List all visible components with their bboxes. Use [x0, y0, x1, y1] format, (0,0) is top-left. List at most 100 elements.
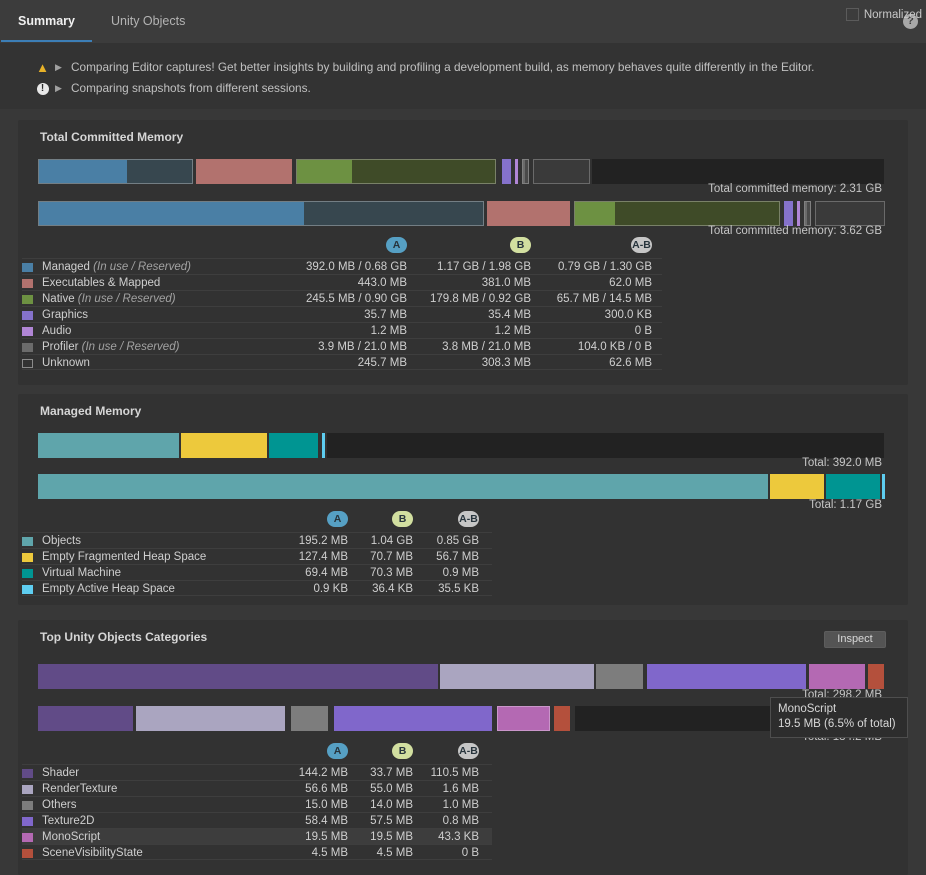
- warning-message: ▲ ▶ Comparing Editor captures! Get bette…: [36, 60, 814, 74]
- total-committed-a-segment-free[interactable]: [592, 159, 884, 184]
- top-unity-objects-b-segment-rendertexture[interactable]: [136, 706, 285, 731]
- table-row[interactable]: Empty Active Heap Space 0.9 KB 36.4 KB 35.5…: [22, 580, 492, 596]
- table-row[interactable]: SceneVisibilityState 4.5 MB 4.5 MB 0 B: [22, 844, 492, 860]
- managed-memory-b-segment-empty-active-heap-space[interactable]: [882, 474, 885, 499]
- total-committed-a-segment-unknown[interactable]: [533, 159, 590, 184]
- table-row[interactable]: Others 15.0 MB 14.0 MB 1.0 MB: [22, 796, 492, 812]
- total-committed-a-segment-executables-mapped[interactable]: [196, 159, 292, 184]
- managed-memory-a-segment-empty-active-heap-space[interactable]: [322, 433, 325, 458]
- tab-summary[interactable]: Summary: [0, 0, 93, 42]
- table-row[interactable]: RenderTexture 56.6 MB 55.0 MB 1.6 MB: [22, 780, 492, 796]
- top-unity-objects-a-segment-texture2d[interactable]: [647, 664, 806, 689]
- total-committed-b-segment-graphics[interactable]: [784, 201, 793, 226]
- tab-unity-objects-label: Unity Objects: [110, 14, 186, 28]
- total-committed-b-segment-profiler[interactable]: [804, 201, 811, 226]
- tab-unity-objects[interactable]: Unity Objects: [93, 0, 203, 42]
- legend-color-swatch: [22, 585, 33, 594]
- total-committed-b-segment-native[interactable]: [574, 201, 780, 226]
- warning-foldout-arrow[interactable]: ▶: [55, 61, 62, 72]
- top-unity-objects-b-segment-others[interactable]: [291, 706, 328, 731]
- total-committed-a-segment-profiler[interactable]: [522, 159, 529, 184]
- segment-inuse-fill: [291, 706, 328, 731]
- table-row[interactable]: Unknown 245.7 MB 308.3 MB 62.6 MB: [22, 354, 662, 370]
- cell-ab: 110.5 MB: [430, 767, 479, 779]
- top-unity-objects-b-segment-scenevisibilitystate[interactable]: [554, 706, 570, 731]
- table-row[interactable]: Profiler (In use / Reserved) 3.9 MB / 21.…: [22, 338, 662, 354]
- top-unity-objects-badge-ab[interactable]: A-B: [458, 743, 479, 759]
- total-committed-a-segment-graphics[interactable]: [502, 159, 511, 184]
- top-unity-objects-a-segment-monoscript[interactable]: [809, 664, 865, 689]
- top-unity-objects-badge-b[interactable]: B: [392, 743, 413, 759]
- managed-memory-a-segment-free[interactable]: [327, 433, 884, 458]
- table-row[interactable]: Executables & Mapped 443.0 MB 381.0 MB 62.0…: [22, 274, 662, 290]
- managed-memory-bar-a[interactable]: [0, 433, 926, 458]
- managed-memory-b-segment-empty-fragmented-heap-space[interactable]: [770, 474, 824, 499]
- managed-memory-badge-a[interactable]: A: [327, 511, 348, 527]
- top-unity-objects-b-segment-monoscript[interactable]: [497, 706, 550, 731]
- total-committed-bar-a[interactable]: [0, 159, 926, 184]
- total-committed-b-segment-audio[interactable]: [797, 201, 800, 226]
- cell-a: 3.9 MB / 21.0 MB: [318, 341, 407, 353]
- managed-memory-a-segment-objects[interactable]: [38, 433, 179, 458]
- cell-a: 58.4 MB: [305, 815, 348, 827]
- total-committed-a-segment-managed[interactable]: [38, 159, 193, 184]
- total-committed-badge-a[interactable]: A: [386, 237, 407, 253]
- cell-b: 1.04 GB: [370, 535, 413, 547]
- table-row[interactable]: Virtual Machine 69.4 MB 70.3 MB 0.9 MB: [22, 564, 492, 580]
- normalized-toggle[interactable]: Normalized: [845, 8, 922, 21]
- table-row[interactable]: Managed (In use / Reserved) 392.0 MB / 0.…: [22, 258, 662, 274]
- top-unity-objects-bar-a[interactable]: [0, 664, 926, 689]
- normalized-checkbox[interactable]: [845, 8, 859, 21]
- section-managed-memory: Managed Memory: [18, 394, 908, 605]
- top-unity-objects-badge-a[interactable]: A: [327, 743, 348, 759]
- segment-inuse-fill: [269, 433, 318, 458]
- table-row[interactable]: Empty Fragmented Heap Space 127.4 MB 70.7 …: [22, 548, 492, 564]
- help-icon[interactable]: ?: [903, 14, 918, 29]
- segment-inuse-fill: [38, 706, 133, 731]
- legend-row-label: Native (In use / Reserved): [42, 293, 176, 305]
- managed-memory-badge-b[interactable]: B: [392, 511, 413, 527]
- top-unity-objects-b-segment-texture2d[interactable]: [334, 706, 492, 731]
- table-row[interactable]: Native (In use / Reserved) 245.5 MB / 0.9…: [22, 290, 662, 306]
- segment-inuse-fill: [826, 474, 880, 499]
- tooltip-title: MonoScript: [778, 703, 837, 715]
- top-unity-objects-bar-b[interactable]: [0, 706, 926, 731]
- managed-memory-b-segment-virtual-machine[interactable]: [826, 474, 880, 499]
- managed-memory-bar-b[interactable]: [0, 474, 926, 499]
- top-unity-objects-a-segment-shader[interactable]: [38, 664, 438, 689]
- segment-inuse-fill: [136, 706, 285, 731]
- total-committed-b-segment-managed[interactable]: [38, 201, 484, 226]
- section-title-total-committed: Total Committed Memory: [40, 130, 184, 144]
- managed-memory-badge-ab[interactable]: A-B: [458, 511, 479, 527]
- total-committed-a-segment-audio[interactable]: [515, 159, 518, 184]
- total-committed-a-segment-native[interactable]: [296, 159, 496, 184]
- legend-color-swatch: [22, 537, 33, 546]
- top-unity-objects-b-segment-shader[interactable]: [38, 706, 133, 731]
- cell-ab: 43.3 KB: [438, 831, 479, 843]
- total-committed-bar-b[interactable]: [0, 201, 926, 226]
- cell-ab: 62.6 MB: [609, 357, 652, 369]
- legend-color-swatch: [22, 295, 33, 304]
- total-committed-b-segment-executables-mapped[interactable]: [487, 201, 570, 226]
- cell-b: 179.8 MB / 0.92 GB: [429, 293, 531, 305]
- table-row[interactable]: Objects 195.2 MB 1.04 GB 0.85 GB: [22, 532, 492, 548]
- managed-memory-a-segment-virtual-machine[interactable]: [269, 433, 318, 458]
- total-committed-badge-ab[interactable]: A-B: [631, 237, 652, 253]
- table-row[interactable]: MonoScript 19.5 MB 19.5 MB 43.3 KB: [22, 828, 492, 844]
- total-committed-badge-b[interactable]: B: [510, 237, 531, 253]
- top-unity-objects-a-segment-scenevisibilitystate[interactable]: [868, 664, 884, 689]
- table-row[interactable]: Texture2D 58.4 MB 57.5 MB 0.8 MB: [22, 812, 492, 828]
- top-unity-objects-a-segment-others[interactable]: [596, 664, 643, 689]
- managed-memory-b-segment-objects[interactable]: [38, 474, 768, 499]
- table-row[interactable]: Audio 1.2 MB 1.2 MB 0 B: [22, 322, 662, 338]
- table-row[interactable]: Shader 144.2 MB 33.7 MB 110.5 MB: [22, 764, 492, 780]
- cell-ab: 300.0 KB: [604, 309, 652, 321]
- top-unity-objects-a-segment-rendertexture[interactable]: [440, 664, 594, 689]
- info-foldout-arrow[interactable]: ▶: [55, 82, 62, 93]
- segment-inuse-fill: [498, 707, 549, 730]
- table-row[interactable]: Graphics 35.7 MB 35.4 MB 300.0 KB: [22, 306, 662, 322]
- legend-row-label: Profiler (In use / Reserved): [42, 341, 180, 353]
- inspect-button[interactable]: Inspect: [824, 631, 886, 648]
- managed-memory-a-segment-empty-fragmented-heap-space[interactable]: [181, 433, 267, 458]
- total-committed-b-segment-unknown[interactable]: [815, 201, 885, 226]
